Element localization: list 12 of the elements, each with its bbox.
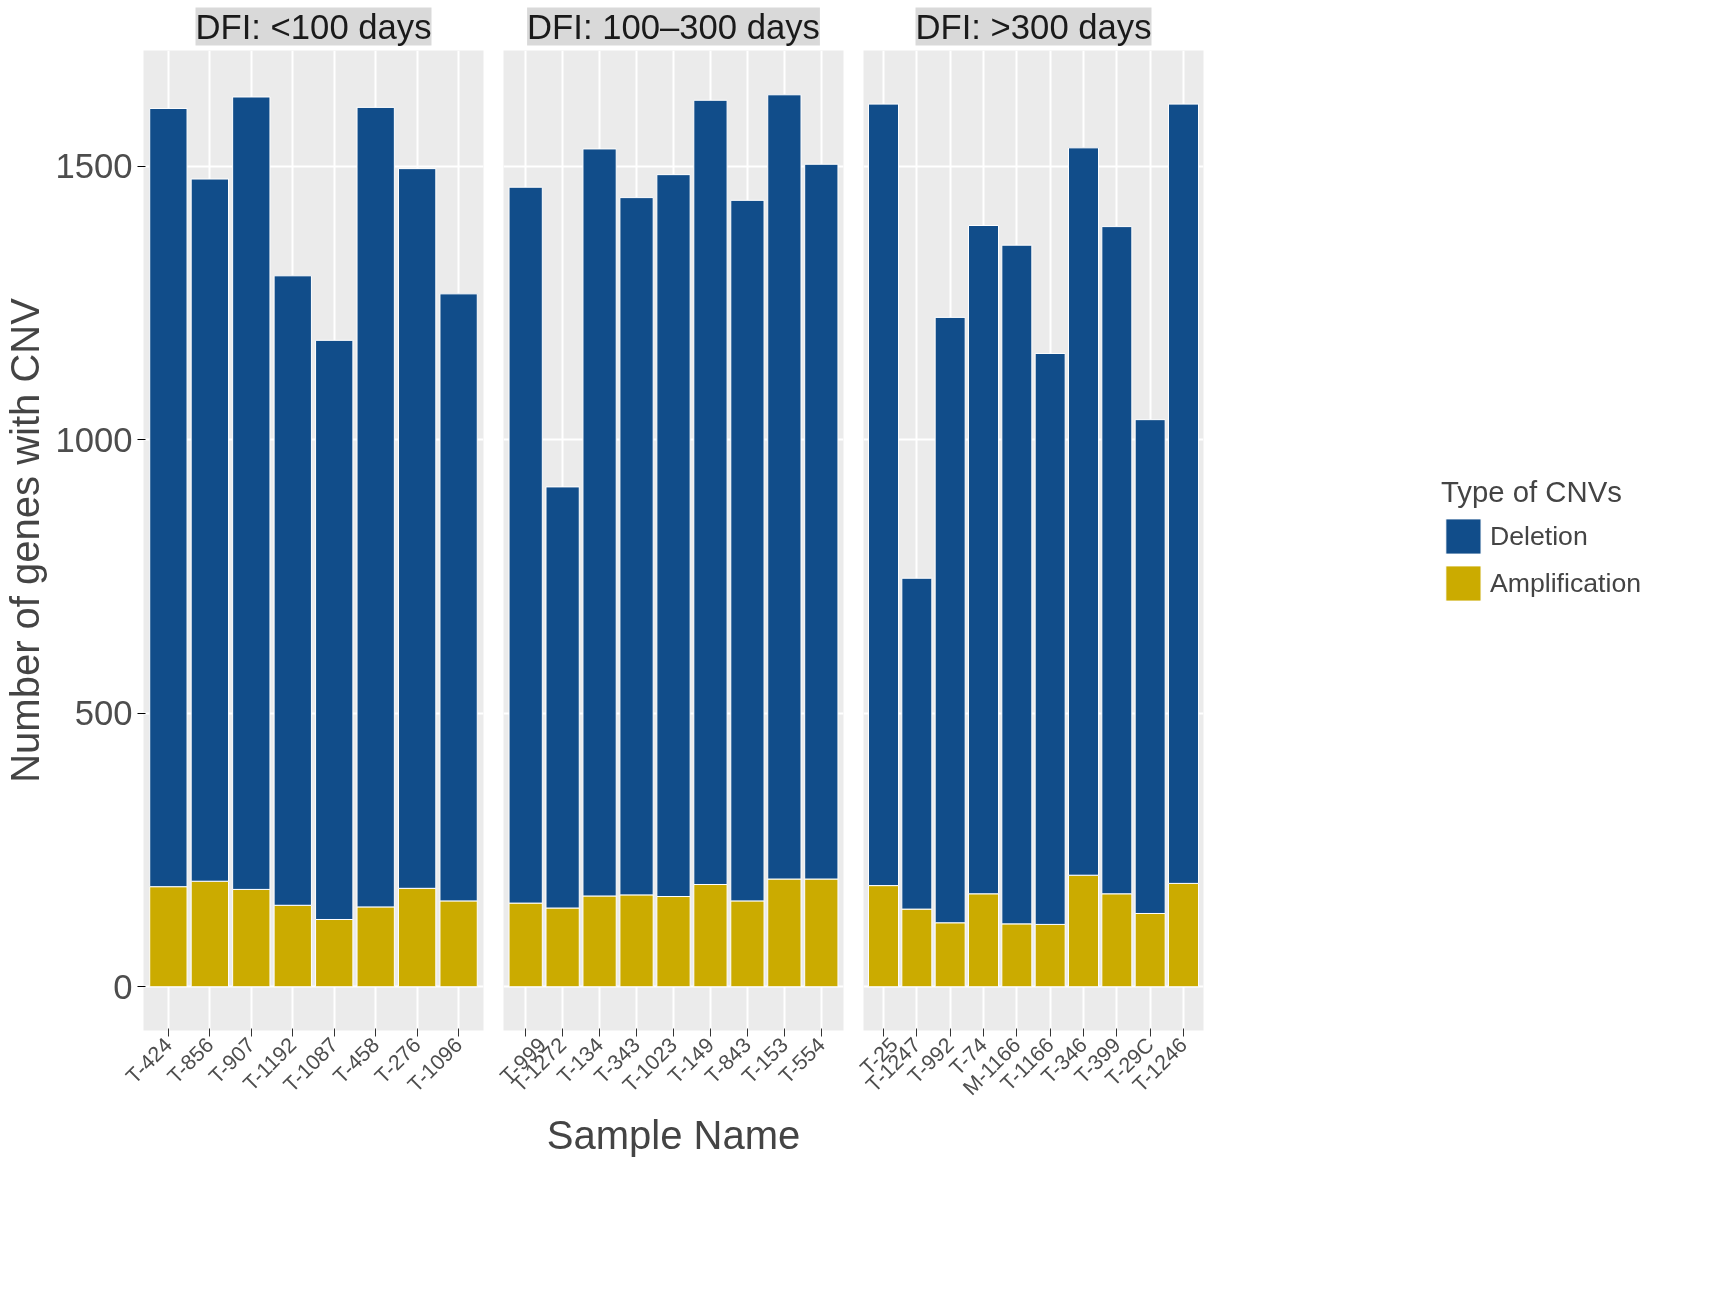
y-axis-title: Number of genes with CNV — [3, 297, 48, 783]
legend-title: Type of CNVs — [1440, 475, 1623, 509]
legend-label: Amplification — [1489, 567, 1642, 599]
chart-title: DFI: >300 days — [915, 7, 1152, 46]
y-tick-label: 1000 — [55, 420, 133, 459]
legend-label: Deletion — [1489, 520, 1588, 552]
x-axis-title: Sample Name — [546, 1113, 801, 1158]
chart-title: DFI: 100–300 days — [527, 7, 820, 46]
y-tick-label: 1500 — [55, 147, 133, 186]
chart-title: DFI: <100 days — [195, 7, 432, 46]
y-tick-label: 0 — [113, 967, 133, 1006]
y-tick-label: 500 — [74, 694, 133, 733]
